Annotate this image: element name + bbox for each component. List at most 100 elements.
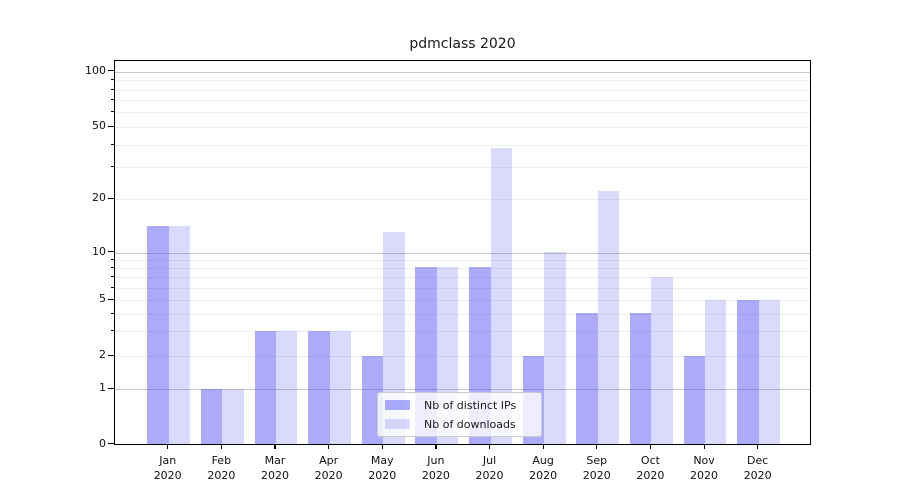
y-tick-mark-50 — [108, 125, 114, 127]
bar-downloads-sep — [597, 191, 620, 444]
y-tick-mark-10 — [108, 251, 114, 253]
x-tick-month-feb: Feb — [211, 454, 232, 467]
x-tick-label-dec: Dec 2020 — [728, 453, 788, 483]
y-minor-tick-mark-40 — [111, 143, 114, 145]
legend-label-downloads: Nb of downloads — [424, 417, 516, 431]
x-tick-mark-sep — [596, 445, 598, 449]
x-tick-mark-feb — [220, 445, 223, 449]
legend-swatch-downloads — [385, 418, 410, 430]
gridline-minor-6 — [115, 287, 810, 289]
gridline-minor-90 — [115, 80, 810, 82]
x-tick-mark-dec — [757, 445, 759, 449]
x-tick-mark-may — [381, 445, 383, 449]
legend-swatch-distinct-ips — [385, 399, 410, 411]
legend: Nb of distinct IPs Nb of downloads — [377, 392, 542, 437]
bar-downloads-feb — [222, 388, 244, 444]
x-tick-label-sep: Sep 2020 — [567, 453, 627, 483]
y-minor-tick-mark-7 — [111, 276, 114, 278]
legend-label-distinct-ips: Nb of distinct IPs — [424, 398, 517, 412]
y-tick-mark-1 — [108, 387, 114, 389]
gridline-minor-70 — [115, 100, 810, 102]
bar-downloads-oct — [651, 276, 673, 444]
gridline-minor-40 — [115, 144, 810, 146]
x-tick-label-oct: Oct 2020 — [620, 453, 680, 483]
y-tick-mark-100 — [108, 70, 114, 72]
x-tick-label-nov: Nov 2020 — [674, 453, 734, 483]
bar-downloads-apr — [329, 330, 352, 444]
y-minor-tick-mark-3 — [111, 330, 114, 332]
y-tick-label-5: 5 — [99, 292, 106, 305]
y-minor-tick-mark-30 — [111, 166, 114, 168]
x-tick-mark-mar — [274, 445, 276, 449]
chart-title: pdmclass 2020 — [409, 36, 516, 52]
y-minor-tick-mark-4 — [111, 312, 114, 314]
plot-area — [114, 60, 811, 445]
bar-downloads-nov — [705, 299, 727, 444]
gridline-major-100 — [115, 71, 810, 73]
y-minor-tick-mark-8 — [111, 266, 114, 268]
gridline-minor-8 — [115, 267, 810, 269]
x-tick-month-dec: Dec — [747, 454, 769, 467]
x-tick-label-mar: Mar 2020 — [245, 453, 305, 483]
y-tick-label-10: 10 — [92, 244, 106, 258]
x-tick-month-apr: Apr — [319, 454, 339, 467]
x-tick-month-sep: Sep — [586, 454, 608, 467]
x-tick-mark-aug — [542, 445, 544, 449]
legend-item-downloads: Nb of downloads — [385, 417, 534, 432]
bar-distinct-ips-feb — [200, 388, 223, 444]
y-tick-label-50: 50 — [92, 119, 106, 132]
x-tick-year-apr: 2020 — [314, 469, 343, 482]
x-tick-month-oct: Oct — [640, 454, 660, 467]
bar-distinct-ips-apr — [308, 330, 330, 444]
x-tick-year-jul: 2020 — [475, 469, 504, 482]
x-tick-mark-jun — [435, 445, 437, 449]
x-tick-year-aug: 2020 — [529, 469, 558, 482]
x-tick-year-nov: 2020 — [690, 469, 719, 482]
y-tick-label-0: 0 — [99, 436, 106, 450]
gridline-major-1 — [115, 389, 810, 391]
x-tick-year-mar: 2020 — [260, 469, 289, 482]
bar-distinct-ips-sep — [576, 313, 598, 444]
gridline-minor-2 — [115, 356, 810, 357]
x-tick-label-jun: Jun 2020 — [406, 453, 466, 483]
x-tick-month-jan: Jan — [159, 454, 177, 467]
y-minor-tick-mark-6 — [111, 286, 114, 288]
bar-downloads-aug — [544, 252, 566, 444]
x-tick-label-aug: Aug 2020 — [513, 453, 573, 483]
x-tick-month-aug: Aug — [532, 454, 554, 467]
gridline-minor-20 — [115, 199, 810, 201]
bar-distinct-ips-nov — [683, 355, 706, 444]
x-tick-year-may: 2020 — [368, 469, 397, 482]
x-tick-mark-jul — [489, 445, 491, 449]
x-tick-year-feb: 2020 — [207, 469, 236, 482]
x-tick-mark-apr — [328, 445, 330, 449]
x-tick-month-mar: Mar — [264, 454, 286, 467]
bar-downloads-jul — [490, 148, 512, 444]
gridline-minor-3 — [115, 331, 810, 333]
x-tick-month-jun: Jun — [427, 454, 445, 467]
x-tick-mark-nov — [703, 445, 705, 449]
x-tick-label-jul: Jul 2020 — [460, 453, 520, 483]
y-tick-mark-20 — [108, 197, 114, 199]
y-tick-mark-2 — [108, 354, 114, 356]
x-tick-label-feb: Feb 2020 — [191, 453, 251, 483]
bar-distinct-ips-mar — [254, 330, 276, 444]
bar-distinct-ips-oct — [629, 313, 652, 444]
x-tick-year-jun: 2020 — [421, 469, 450, 482]
gridline-minor-50 — [115, 127, 810, 128]
y-tick-mark-0 — [108, 443, 114, 445]
gridline-major-10 — [115, 252, 810, 254]
x-tick-year-jan: 2020 — [153, 469, 182, 482]
x-tick-month-nov: Nov — [693, 454, 715, 467]
y-tick-label-100: 100 — [85, 63, 106, 77]
bar-downloads-mar — [275, 330, 298, 444]
legend-item-distinct-ips: Nb of distinct IPs — [385, 398, 534, 413]
gridline-minor-4 — [115, 313, 810, 315]
y-tick-label-20: 20 — [92, 191, 106, 205]
y-minor-tick-mark-9 — [111, 258, 114, 260]
y-tick-label-2: 2 — [99, 348, 106, 361]
x-tick-label-apr: Apr 2020 — [299, 453, 359, 483]
x-tick-mark-jan — [167, 445, 169, 449]
y-tick-mark-5 — [108, 298, 114, 300]
